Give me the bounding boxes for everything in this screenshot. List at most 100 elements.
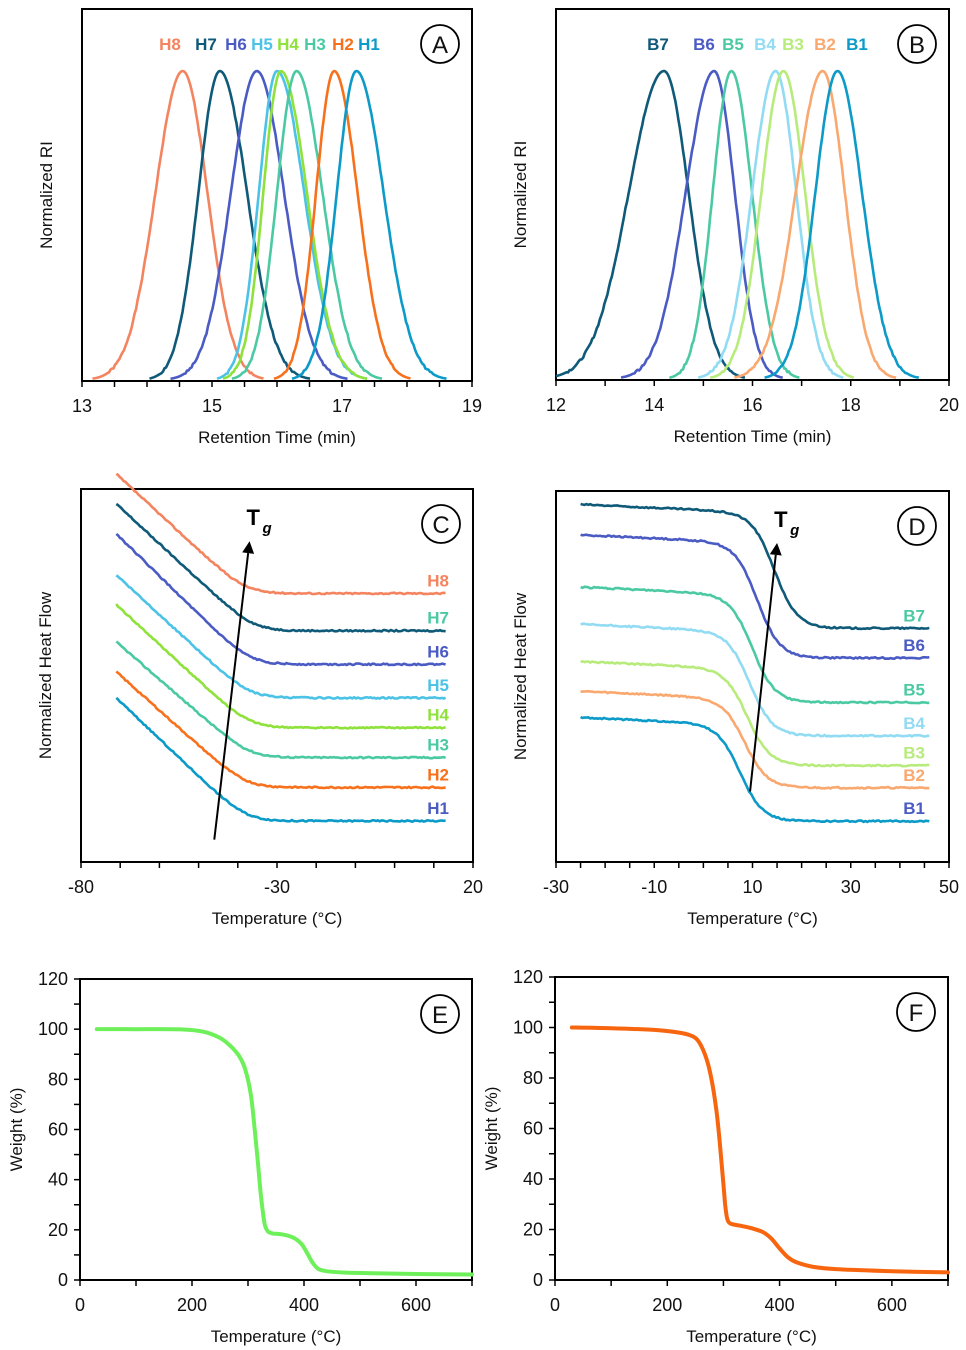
legend-label-h8: H8	[159, 35, 181, 54]
series-line-b4	[697, 69, 844, 379]
series-line-h3	[231, 69, 383, 380]
y-axis-title: Normalized RI	[511, 141, 530, 249]
y-tick-label: 100	[513, 1018, 543, 1038]
legend-label-h1: H1	[358, 35, 380, 54]
panel-badge-circle	[896, 992, 936, 1032]
tg-annotation-label: T	[247, 505, 261, 530]
series-line-h2	[115, 670, 446, 790]
tg-arrow-shaft	[749, 554, 777, 792]
series-line-h1	[115, 696, 446, 823]
series-line-b3	[580, 660, 930, 768]
x-tick-label: 600	[877, 1295, 907, 1315]
y-tick-label: 0	[58, 1270, 68, 1290]
series-line-b6	[580, 533, 930, 660]
series-line-h4	[222, 69, 368, 380]
x-tick-label: 20	[463, 877, 483, 897]
panel-badge-circle	[421, 504, 461, 544]
x-tick-label: -30	[543, 877, 569, 897]
x-tick-label: -80	[68, 877, 94, 897]
legend-label-b5: B5	[722, 35, 744, 54]
x-tick-label: 30	[841, 877, 861, 897]
series-line-b6	[620, 69, 784, 380]
x-tick-label: 20	[939, 395, 959, 415]
series-line-b5	[669, 69, 800, 380]
y-tick-label: 60	[523, 1119, 543, 1139]
y-tick-label: 40	[48, 1170, 68, 1190]
series-label-b2: B2	[903, 766, 925, 785]
series-line-h1	[291, 69, 447, 380]
panel-badge-letter: D	[908, 514, 925, 541]
series-line-b1	[764, 69, 920, 379]
series-line-h8	[115, 472, 446, 596]
series-line-h7	[149, 69, 311, 380]
x-tick-label: 600	[401, 1295, 431, 1315]
series-label-b1: B1	[903, 799, 925, 818]
tg-arrow-head	[769, 542, 782, 556]
legend-label-b7: B7	[647, 35, 669, 54]
series-line-h3	[115, 640, 447, 760]
series-line-b1	[580, 715, 930, 824]
y-tick-label: 20	[48, 1220, 68, 1240]
series-label-b3: B3	[903, 744, 925, 763]
panel-a: 13 15 17 19 Retention Time (min) Normalized R…	[37, 8, 482, 447]
x-axis-title: Temperature (°C)	[686, 1327, 817, 1346]
series-line-b2	[580, 689, 930, 790]
x-tick-label: 200	[177, 1295, 207, 1315]
series-label-h6: H6	[427, 642, 449, 661]
legend-label-b6: B6	[693, 35, 715, 54]
series-label-h5: H5	[427, 676, 449, 695]
legend-label-h2: H2	[332, 35, 354, 54]
y-tick-label: 120	[38, 969, 68, 989]
y-axis-title: Normalized RI	[37, 141, 56, 249]
legend-label-h4: H4	[277, 35, 299, 54]
x-tick-label: -30	[264, 877, 290, 897]
tg-annotation-subscript: g	[262, 520, 272, 537]
tg-annotation-subscript: g	[789, 522, 799, 539]
x-tick-label: 10	[742, 877, 762, 897]
panel-badge-circle	[420, 24, 460, 64]
tg-arrow-shaft	[213, 553, 250, 840]
panel-badge-circle	[897, 24, 937, 64]
series-line-h5	[115, 574, 447, 700]
series-label-b7: B7	[903, 606, 925, 625]
y-axis-title: Normalized Heat Flow	[511, 592, 530, 760]
x-axis-title: Temperature (°C)	[687, 909, 818, 928]
panel-b: 12 14 16 18 20 Retention Time (min) Normalized…	[511, 8, 959, 446]
series-line-h4	[115, 603, 447, 730]
panel-badge-letter: C	[432, 512, 449, 539]
legend-label-b4: B4	[754, 35, 776, 54]
y-tick-label: 0	[533, 1270, 543, 1290]
y-axis-title: Weight (%)	[7, 1088, 26, 1172]
panel-badge-letter: F	[909, 1000, 924, 1027]
x-tick-label: 18	[841, 395, 861, 415]
panel-c: -80 -30 20 Temperature (°C) Normalized Heat …	[36, 472, 483, 928]
panel-badge-letter: E	[432, 1002, 448, 1029]
series-label-h1: H1	[427, 799, 449, 818]
series-line-b7	[555, 69, 746, 379]
x-tick-label: 0	[550, 1295, 560, 1315]
y-axis-title: Normalized Heat Flow	[36, 591, 55, 759]
panel-e: 0 200 400 600 Temperature (°C) Weight (%) 0 20 4…	[7, 969, 474, 1346]
series-line-b5	[580, 585, 930, 705]
x-tick-label: -10	[641, 877, 667, 897]
panel-badge-letter: B	[909, 32, 925, 59]
y-tick-label: 120	[513, 967, 543, 987]
series-label-h2: H2	[427, 765, 449, 784]
x-tick-label: 16	[742, 395, 762, 415]
legend-label-b2: B2	[814, 35, 836, 54]
panel-f: 0 200 400 600 Temperature (°C) Weight (%) 0 20 4…	[482, 967, 950, 1346]
series-label-b6: B6	[903, 636, 925, 655]
y-tick-label: 80	[523, 1068, 543, 1088]
plot-frame	[554, 976, 949, 1281]
series-line-h6	[170, 69, 348, 381]
panel-badge-circle	[420, 994, 460, 1034]
series-line-h2	[273, 69, 411, 380]
tg-arrow-head	[242, 541, 255, 554]
series-line-b2	[734, 69, 897, 379]
series-line-b4	[580, 622, 930, 738]
x-tick-label: 13	[72, 396, 92, 416]
x-tick-label: 14	[644, 395, 664, 415]
y-axis-title: Weight (%)	[482, 1087, 501, 1171]
x-tick-label: 400	[765, 1295, 795, 1315]
x-tick-label: 200	[652, 1295, 682, 1315]
